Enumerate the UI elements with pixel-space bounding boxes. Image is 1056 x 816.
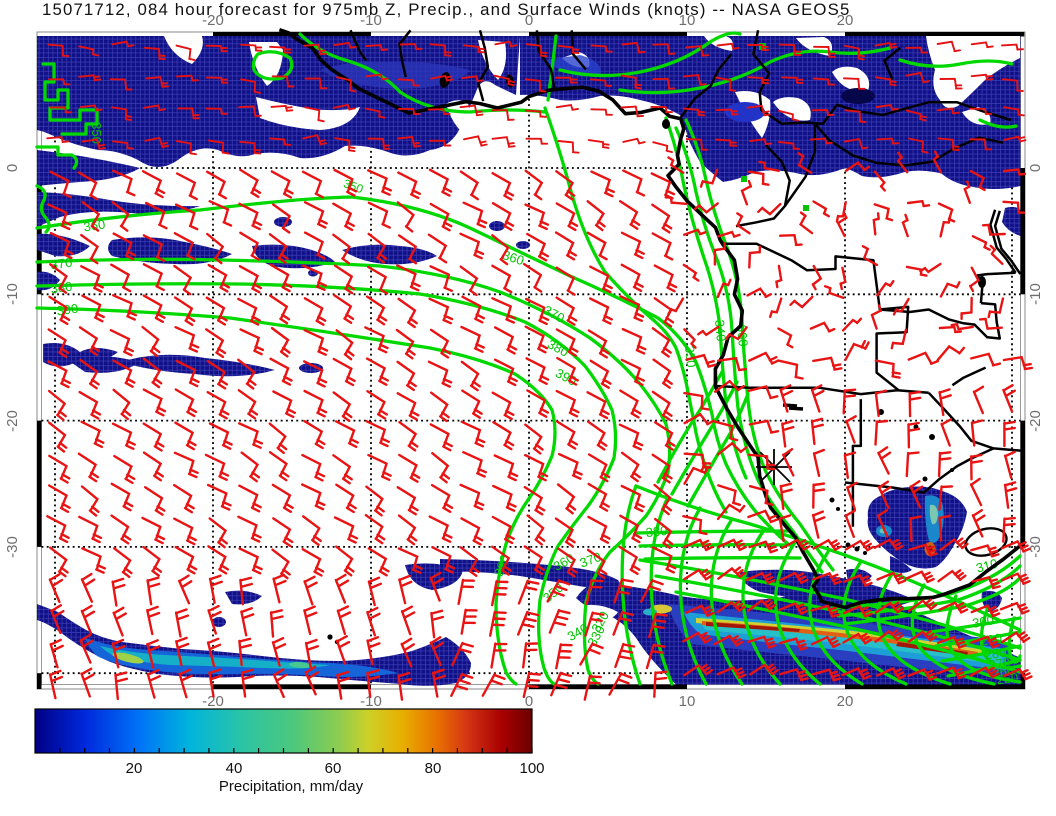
svg-text:0: 0 [1027,164,1044,172]
svg-text:80: 80 [425,760,442,777]
svg-text:-10: -10 [360,12,382,29]
svg-text:0: 0 [4,164,21,172]
svg-text:360: 360 [83,217,107,235]
svg-text:20: 20 [837,693,854,710]
svg-text:-30: -30 [1027,536,1044,558]
svg-text:Precipitation, mm/day: Precipitation, mm/day [219,778,364,795]
svg-text:-10: -10 [1027,283,1044,305]
svg-text:-20: -20 [202,12,224,29]
svg-text:-20: -20 [202,693,224,710]
svg-text:370: 370 [578,549,604,571]
svg-text:0: 0 [525,693,533,710]
svg-text:-20: -20 [1027,410,1044,432]
svg-text:350: 350 [682,345,699,368]
svg-text:20: 20 [837,12,854,29]
svg-text:40: 40 [226,760,243,777]
svg-text:20: 20 [126,760,143,777]
svg-text:10: 10 [679,12,696,29]
svg-text:60: 60 [325,760,342,777]
svg-text:0: 0 [525,12,533,29]
svg-text:380: 380 [645,523,668,540]
svg-text:260: 260 [992,663,1016,681]
svg-text:15071712, 084 hour forecast fo: 15071712, 084 hour forecast for 975mb Z,… [42,0,850,19]
svg-text:250: 250 [996,670,1020,688]
svg-text:280: 280 [984,645,1008,663]
svg-text:-10: -10 [360,693,382,710]
svg-text:100: 100 [519,760,544,777]
svg-text:10: 10 [679,693,696,710]
svg-text:-30: -30 [4,536,21,558]
svg-text:-20: -20 [4,410,21,432]
svg-text:340: 340 [712,319,729,342]
svg-text:310: 310 [974,556,999,576]
svg-text:-10: -10 [4,283,21,305]
svg-text:350: 350 [89,122,104,144]
svg-text:300: 300 [971,612,995,631]
